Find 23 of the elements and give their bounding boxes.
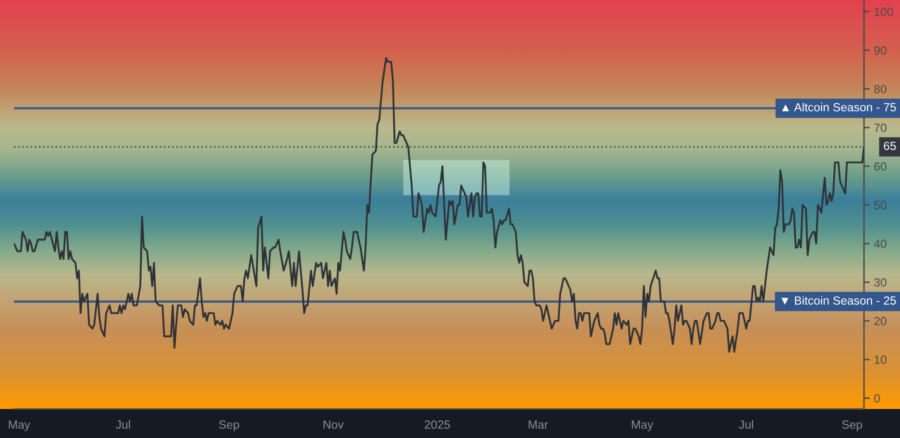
x-tick-label: May [8, 420, 30, 432]
y-tick-label: 20 [874, 316, 886, 326]
y-tick-label: 80 [874, 84, 886, 94]
x-tick-label: Jul [116, 420, 130, 429]
y-tick-label: 10 [874, 356, 886, 364]
x-tick-label: 2025 [424, 420, 450, 429]
y-tick-label: 60 [874, 162, 886, 171]
x-tick-label: Sep [219, 420, 240, 432]
y-tick-label: 0 [874, 394, 880, 403]
y-tick-label: 40 [874, 240, 886, 248]
y-tick-label: 30 [874, 278, 886, 287]
y-tick-label: 50 [874, 200, 886, 210]
ref-line-label: ▲ Altcoin Season - 75 [782, 102, 896, 112]
y-tick-label: 100 [874, 8, 893, 16]
x-tick-label: Nov [324, 420, 344, 429]
y-tick-label: 70 [874, 124, 886, 132]
x-tick-label: May [632, 420, 654, 432]
ref-line-label: 65 [884, 142, 896, 150]
x-tick-label: Mar [528, 420, 548, 429]
ref-line-label: ▼ Bitcoin Season - 25 [781, 296, 896, 305]
y-tick-label: 90 [874, 46, 886, 55]
x-tick-label: Jul [738, 420, 753, 429]
x-tick-label: Sep [842, 420, 862, 432]
